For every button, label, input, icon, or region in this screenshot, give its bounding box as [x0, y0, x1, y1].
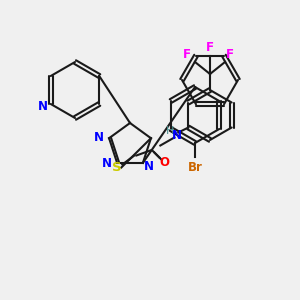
Text: N: N	[144, 160, 154, 173]
Text: N: N	[94, 131, 104, 144]
Text: N: N	[38, 100, 48, 112]
Text: H: H	[166, 125, 175, 136]
Text: F: F	[226, 48, 234, 61]
Text: S: S	[112, 161, 121, 174]
Text: N: N	[102, 157, 112, 170]
Text: F: F	[206, 41, 214, 54]
Text: N: N	[172, 129, 182, 142]
Text: F: F	[183, 48, 191, 61]
Text: O: O	[159, 156, 169, 169]
Text: Br: Br	[188, 161, 202, 174]
